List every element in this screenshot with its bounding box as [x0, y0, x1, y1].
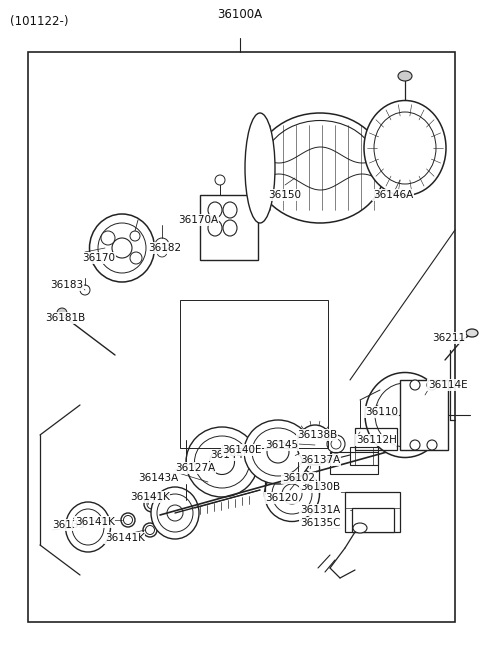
- Ellipse shape: [98, 223, 146, 273]
- Text: 36112H: 36112H: [356, 435, 397, 445]
- Bar: [180, 300, 328, 448]
- Text: 36127A: 36127A: [175, 463, 215, 473]
- Bar: [28, 52, 455, 622]
- Text: 36143A: 36143A: [138, 473, 178, 483]
- Text: 36110: 36110: [365, 407, 398, 417]
- Ellipse shape: [167, 505, 183, 521]
- Circle shape: [327, 435, 345, 453]
- Ellipse shape: [375, 383, 435, 447]
- Ellipse shape: [147, 499, 157, 509]
- Ellipse shape: [267, 441, 289, 463]
- Circle shape: [410, 380, 420, 390]
- Text: 36130B: 36130B: [300, 482, 340, 492]
- Bar: [352, 508, 394, 532]
- Ellipse shape: [398, 71, 412, 81]
- Text: 36102: 36102: [282, 473, 315, 483]
- Bar: [400, 380, 448, 450]
- Text: 36211: 36211: [432, 333, 465, 343]
- Circle shape: [57, 308, 67, 318]
- Ellipse shape: [123, 516, 132, 525]
- Text: 36181B: 36181B: [45, 313, 85, 323]
- Ellipse shape: [244, 420, 312, 484]
- Text: 36141K: 36141K: [130, 492, 170, 502]
- Text: 36139: 36139: [52, 520, 85, 530]
- Ellipse shape: [121, 513, 135, 527]
- Text: 36137A: 36137A: [300, 455, 340, 465]
- Ellipse shape: [223, 220, 237, 236]
- Text: 36141K: 36141K: [105, 533, 145, 543]
- Ellipse shape: [208, 202, 222, 218]
- Text: 36170: 36170: [82, 253, 115, 263]
- Circle shape: [155, 238, 169, 252]
- Ellipse shape: [112, 238, 132, 258]
- Circle shape: [101, 231, 115, 245]
- Circle shape: [80, 285, 90, 295]
- Text: 36140E: 36140E: [222, 445, 262, 455]
- Ellipse shape: [209, 449, 235, 474]
- Ellipse shape: [145, 525, 155, 535]
- Circle shape: [427, 380, 437, 390]
- Circle shape: [427, 440, 437, 450]
- Text: 36120: 36120: [265, 493, 298, 503]
- Ellipse shape: [255, 113, 385, 223]
- Text: 36170A: 36170A: [178, 215, 218, 225]
- Ellipse shape: [144, 496, 160, 512]
- Bar: [350, 447, 378, 465]
- Ellipse shape: [143, 523, 157, 537]
- Circle shape: [130, 252, 142, 264]
- Ellipse shape: [365, 373, 445, 457]
- Text: 36144: 36144: [210, 450, 243, 460]
- Text: 36100A: 36100A: [217, 8, 263, 21]
- Bar: [200, 195, 258, 260]
- Text: 36146A: 36146A: [373, 190, 413, 200]
- Ellipse shape: [466, 329, 478, 337]
- Text: 36182: 36182: [148, 243, 181, 253]
- Ellipse shape: [353, 523, 367, 533]
- Ellipse shape: [89, 214, 155, 282]
- Ellipse shape: [65, 502, 110, 552]
- Ellipse shape: [186, 427, 258, 497]
- Ellipse shape: [297, 425, 333, 465]
- Bar: [330, 452, 378, 474]
- Ellipse shape: [194, 436, 250, 488]
- Text: 36114E: 36114E: [428, 380, 468, 390]
- Circle shape: [331, 439, 341, 449]
- Ellipse shape: [245, 113, 275, 223]
- Circle shape: [215, 175, 225, 185]
- Circle shape: [130, 231, 140, 241]
- Text: 36183: 36183: [50, 280, 83, 290]
- Text: 36131A: 36131A: [300, 505, 340, 515]
- Bar: [355, 428, 397, 450]
- Ellipse shape: [208, 220, 222, 236]
- Bar: [345, 492, 400, 532]
- Circle shape: [200, 474, 216, 490]
- Circle shape: [157, 247, 167, 257]
- Ellipse shape: [157, 494, 193, 532]
- Ellipse shape: [374, 112, 436, 184]
- Ellipse shape: [272, 474, 312, 514]
- Ellipse shape: [223, 202, 237, 218]
- Text: 36141K: 36141K: [75, 517, 115, 527]
- Ellipse shape: [264, 466, 320, 522]
- Text: 36145: 36145: [265, 440, 298, 450]
- Text: (101122-): (101122-): [10, 15, 69, 28]
- Text: 36135C: 36135C: [300, 518, 340, 528]
- Text: 36138B: 36138B: [297, 430, 337, 440]
- Ellipse shape: [151, 487, 199, 539]
- Circle shape: [204, 478, 212, 486]
- Ellipse shape: [282, 484, 302, 504]
- Ellipse shape: [364, 100, 446, 195]
- Circle shape: [410, 440, 420, 450]
- Ellipse shape: [264, 445, 320, 467]
- Ellipse shape: [252, 428, 304, 476]
- Text: 36150: 36150: [268, 190, 301, 200]
